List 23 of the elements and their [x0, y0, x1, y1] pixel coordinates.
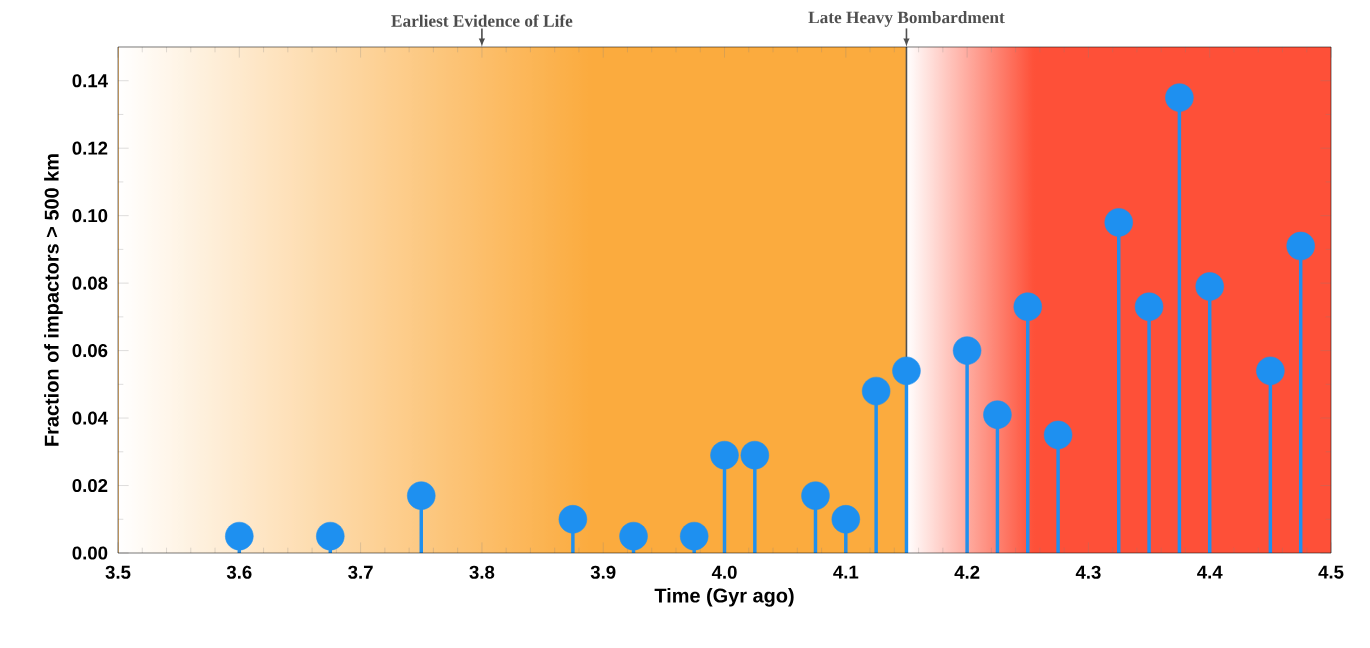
x-axis-title: Time (Gyr ago): [654, 587, 794, 607]
ref-line-label: Late Heavy Bombardment: [808, 11, 1005, 27]
x-tick-label: 3.8: [469, 565, 495, 579]
y-tick-label: 0.06: [72, 344, 108, 358]
y-axis-title: Fraction of impactors > 500 km: [44, 154, 63, 446]
y-tick-label: 0.10: [72, 209, 108, 223]
x-tick-label: 4.4: [1197, 565, 1223, 579]
x-tick-label: 4.3: [1075, 565, 1101, 579]
y-tick-label: 0.00: [72, 546, 108, 560]
y-tick-label: 0.02: [72, 478, 108, 493]
x-tick-label: 4.1: [833, 565, 859, 579]
y-tick-label: 0.04: [72, 411, 108, 425]
x-tick-label: 4.0: [711, 565, 737, 579]
x-tick-label: 3.7: [348, 565, 373, 579]
y-tick-label: 0.12: [72, 141, 108, 155]
x-tick-label: 4.5: [1318, 565, 1344, 579]
annotation: Earliest Evidence of Life: [391, 14, 573, 27]
y-tick-label: 0.08: [72, 276, 108, 290]
y-tick-label: 0.14: [72, 74, 108, 88]
x-tick-label: 3.6: [226, 565, 252, 579]
x-tick-label: 3.5: [105, 565, 131, 579]
x-tick-label: 3.9: [590, 565, 616, 579]
x-tick-label: 4.2: [954, 565, 980, 579]
